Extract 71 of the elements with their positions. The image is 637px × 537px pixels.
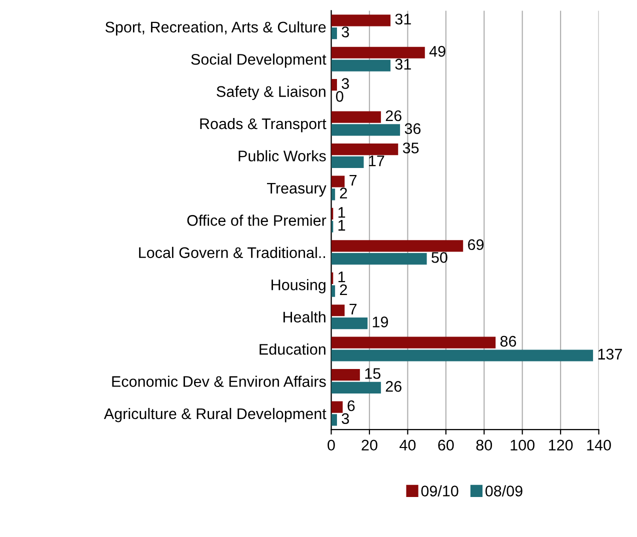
x-tick-label: 20 [362,440,378,451]
data-label: 3 [342,78,349,89]
data-label: 31 [395,14,411,25]
bar [331,401,343,413]
bar [331,350,594,362]
y-tick-label: Health [283,311,326,323]
data-label: 86 [500,336,516,347]
bar [331,304,345,316]
data-label: 7 [350,174,357,186]
data-label: 26 [386,380,402,392]
bar [331,60,390,72]
data-label: 15 [365,368,380,379]
data-label: 17 [369,156,384,166]
bar [331,111,381,123]
bar [331,253,427,265]
bar [331,369,360,381]
data-label: 137 [598,348,622,360]
data-label: 2 [340,284,347,296]
data-label: 69 [468,239,484,250]
y-tick-label: Office of the Premier [187,214,326,226]
x-tick-label: 80 [476,440,492,451]
bar [331,240,464,252]
bar [331,27,337,40]
x-tick-label: 140 [587,440,611,451]
bar [331,79,337,91]
data-label: 31 [395,58,411,70]
bar [331,124,400,136]
y-tick-label: Treasury [267,182,326,197]
data-label: 1 [338,207,346,218]
bar [331,382,381,394]
y-tick-label: Economic Dev & Environ Affairs [112,376,326,387]
legend-label: 09/10 [421,485,458,496]
data-label: 0 [336,91,344,102]
x-tick-label: 120 [548,440,573,451]
bar [331,188,336,200]
data-label: 1 [338,272,346,282]
y-tick-label: Agriculture & Rural Development [104,408,326,422]
bar [331,46,425,58]
x-tick-label: 40 [400,440,416,451]
y-tick-label: Public Works [238,150,326,162]
data-label: 50 [432,252,448,263]
bar [331,317,368,330]
data-label: 6 [348,400,355,412]
y-tick-label: Local Govern & Traditional.. [139,246,325,258]
bar [331,414,337,426]
bar [331,156,364,168]
legend-label: 08/09 [485,485,522,496]
data-label: 1 [338,220,346,231]
y-tick-label: Roads & Transport [200,118,326,132]
data-label: 3 [342,413,349,424]
data-label: 26 [386,110,402,122]
data-label: 7 [350,304,357,314]
y-tick-label: Safety & Liaison [216,86,326,100]
bar [331,14,390,26]
bar [331,336,496,348]
bar [331,143,398,156]
data-label: 19 [372,316,388,328]
y-tick-label: Sport, Recreation, Arts & Culture [105,21,326,36]
y-tick-label: Social Development [191,54,326,68]
y-tick-label: Housing [272,279,326,294]
x-tick-label: 100 [510,440,534,451]
data-label: 3 [342,26,349,38]
data-label: 35 [402,142,419,154]
bar [331,176,345,188]
bar [331,285,336,297]
x-tick-label: 60 [438,440,454,451]
data-label: 49 [429,46,446,57]
y-tick-label: Education [260,344,326,355]
data-label: 2 [340,188,347,198]
x-tick-label: 0 [328,440,335,451]
data-label: 36 [404,123,421,134]
